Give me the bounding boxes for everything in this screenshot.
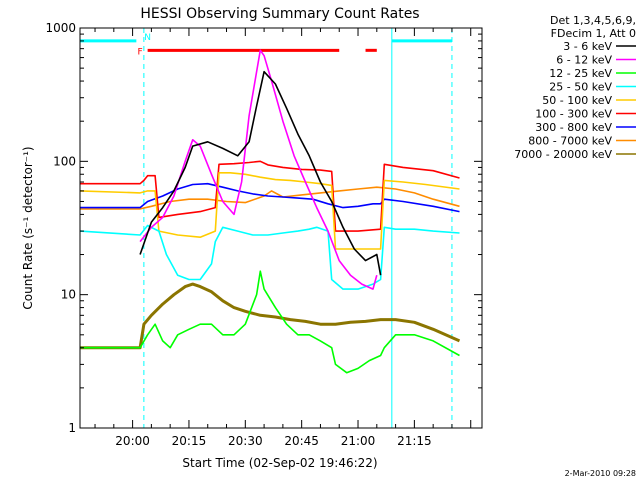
series-line	[139, 49, 378, 290]
x-tick-label: 20:30	[228, 434, 263, 448]
legend-label: 800 - 7000 keV	[528, 135, 612, 148]
annotation-label: N	[144, 33, 151, 43]
chart-title: HESSI Observing Summary Count Rates	[140, 6, 419, 22]
legend-label: 100 - 300 keV	[535, 108, 612, 121]
x-tick-label: 21:15	[397, 434, 432, 448]
legend-header-line-2: FDecim 1, Att 0	[551, 27, 636, 40]
plot-frame	[79, 27, 483, 429]
x-axis-label: Start Time (02-Sep-02 19:46:22)	[182, 456, 377, 470]
series-line	[80, 282, 461, 350]
x-tick-label: 20:00	[115, 434, 150, 448]
y-tick-label: 1	[68, 421, 76, 435]
legend-label: 25 - 50 keV	[549, 81, 612, 94]
series-line	[80, 270, 460, 374]
legend-label: 50 - 100 keV	[542, 94, 612, 107]
legend-label: 3 - 6 keV	[563, 40, 612, 53]
legend-label: 300 - 800 keV	[535, 121, 612, 134]
annotation-label: F	[138, 47, 143, 57]
series-line	[80, 186, 460, 210]
legend-label: 6 - 12 keV	[556, 54, 612, 67]
series-line	[79, 224, 460, 290]
y-tick-label: 10	[61, 288, 76, 302]
x-tick-label: 21:00	[341, 434, 376, 448]
legend-label: 7000 - 20000 keV	[514, 148, 612, 161]
series-line	[139, 70, 382, 276]
footer-date: 2-Mar-2010 09:28	[565, 469, 636, 478]
y-axis-label: Count Rate (s⁻¹ detector⁻¹)	[21, 146, 35, 309]
y-tick-label: 1000	[45, 21, 76, 35]
y-tick-label: 100	[53, 154, 76, 168]
legend-header-line-1: Det 1,3,4,5,6,9,	[550, 14, 636, 27]
x-tick-label: 20:15	[172, 434, 207, 448]
axes: 1 10 100 1000 20:00 20:15 20:30 20:45 21:00 21:15	[45, 21, 483, 448]
legend-label: 12 - 25 keV	[549, 67, 612, 80]
x-tick-label: 20:45	[284, 434, 319, 448]
series-line	[80, 160, 460, 232]
